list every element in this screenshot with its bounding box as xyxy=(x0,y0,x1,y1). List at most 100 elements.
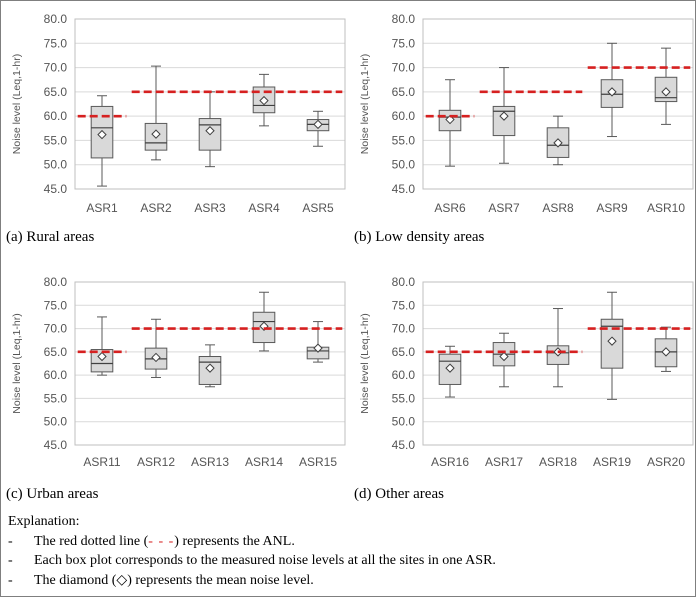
anl-text-after: ) represents the ANL. xyxy=(174,533,295,549)
chart-panel-low-density: 45.0 50.0 55.0 60.0 65.0 70.0 75.0 80.0 Noise le… xyxy=(359,12,694,215)
mean-diamond xyxy=(151,352,161,363)
mean-diamond xyxy=(205,126,215,136)
bullet: - xyxy=(8,572,13,588)
x-category-label: ASR18 xyxy=(539,455,577,469)
y-tick-label: 75.0 xyxy=(392,298,416,312)
x-category-label: ASR16 xyxy=(431,455,469,469)
y-axis-title: Noise level (Leq,1-hr) xyxy=(359,313,371,413)
mean-diamond xyxy=(313,343,323,353)
plot-area-border xyxy=(422,281,694,446)
mean-diamond xyxy=(661,347,671,357)
explanation-line-anl: - The red dotted line (- - -) represents … xyxy=(8,532,496,552)
explanation-block: Explanation: - The red dotted line (- - -… xyxy=(8,512,496,590)
x-category-label: ASR17 xyxy=(485,455,523,469)
y-tick-label: 55.0 xyxy=(44,391,68,405)
caption-rural: (a) Rural areas xyxy=(6,229,95,245)
caption-other: (d) Other areas xyxy=(354,486,444,502)
plot-area-border xyxy=(422,18,694,190)
x-category-label: ASR13 xyxy=(191,455,229,469)
y-tick-label: 45.0 xyxy=(392,438,416,452)
y-tick-label: 80.0 xyxy=(392,12,416,26)
x-category-label: ASR2 xyxy=(140,201,172,215)
x-category-label: ASR10 xyxy=(647,201,685,215)
mean-diamond xyxy=(499,111,509,121)
y-tick-label: 75.0 xyxy=(44,36,68,50)
mean-diamond xyxy=(553,138,563,148)
y-tick-label: 45.0 xyxy=(392,182,416,196)
explanation-line-boxplot: - Each box plot corresponds to the measur… xyxy=(8,551,496,571)
x-category-label: ASR19 xyxy=(593,455,631,469)
x-category-label: ASR14 xyxy=(245,455,283,469)
mean-diamond xyxy=(97,129,107,140)
y-tick-label: 65.0 xyxy=(392,85,416,99)
x-category-label: ASR20 xyxy=(647,455,685,469)
mean-diamond xyxy=(445,363,455,373)
mean-diamond xyxy=(499,351,509,362)
x-category-label: ASR4 xyxy=(248,201,280,215)
x-category-label: ASR9 xyxy=(596,201,628,215)
y-tick-label: 45.0 xyxy=(44,182,68,196)
boxplot-text: Each box plot corresponds to the measure… xyxy=(34,553,496,568)
y-tick-label: 55.0 xyxy=(392,133,416,147)
box xyxy=(492,105,516,137)
mean-diamond xyxy=(97,351,107,362)
x-category-label: ASR15 xyxy=(299,455,337,469)
mean-text-after: ) represents the mean noise level. xyxy=(127,572,314,588)
chart-panel-rural: 45.0 50.0 55.0 60.0 65.0 70.0 75.0 80.0 Noise le… xyxy=(11,12,346,215)
y-tick-label: 50.0 xyxy=(392,158,416,172)
anl-text-before: The red dotted line ( xyxy=(34,533,149,549)
y-tick-label: 80.0 xyxy=(392,275,416,289)
x-category-label: ASR6 xyxy=(434,201,466,215)
x-category-label: ASR11 xyxy=(83,455,120,469)
explanation-line-mean: - The diamond (◇) represents the mean noi… xyxy=(8,571,496,591)
y-tick-label: 50.0 xyxy=(44,158,68,172)
x-category-label: ASR12 xyxy=(137,455,175,469)
y-tick-label: 80.0 xyxy=(44,12,68,26)
caption-urban: (c) Urban areas xyxy=(6,486,99,502)
explanation-title: Explanation: xyxy=(8,514,80,529)
y-tick-label: 75.0 xyxy=(392,36,416,50)
x-category-label: ASR1 xyxy=(86,201,118,215)
bullet: - xyxy=(8,533,13,549)
y-tick-label: 50.0 xyxy=(44,415,68,429)
plot-area-border xyxy=(74,18,346,190)
mean-diamond xyxy=(445,114,455,125)
chart-panel-urban: 45.0 50.0 55.0 60.0 65.0 70.0 75.0 80.0 Noise le… xyxy=(11,275,346,469)
mean-diamond xyxy=(661,87,671,97)
y-tick-label: 70.0 xyxy=(392,61,416,75)
y-axis-title: Noise level (Leq,1-hr) xyxy=(11,54,23,154)
mean-diamond xyxy=(151,129,161,139)
y-tick-label: 65.0 xyxy=(392,345,416,359)
caption-low-density: (b) Low density areas xyxy=(354,229,485,245)
y-tick-label: 55.0 xyxy=(392,391,416,405)
bullet: - xyxy=(8,553,13,568)
y-tick-label: 70.0 xyxy=(392,322,416,336)
y-tick-label: 45.0 xyxy=(44,438,68,452)
y-tick-label: 75.0 xyxy=(44,298,68,312)
plot-area-border xyxy=(74,281,346,446)
x-category-label: ASR8 xyxy=(542,201,574,215)
x-category-label: ASR5 xyxy=(302,201,334,215)
anl-line-symbol: - - - xyxy=(148,533,175,549)
y-tick-label: 70.0 xyxy=(44,61,68,75)
mean-diamond xyxy=(607,336,617,346)
y-axis-title: Noise level (Leq,1-hr) xyxy=(359,54,371,154)
mean-text-before: The diamond ( xyxy=(34,572,117,588)
diamond-icon: ◇ xyxy=(116,572,128,588)
y-tick-label: 60.0 xyxy=(44,109,68,123)
y-tick-label: 65.0 xyxy=(44,85,68,99)
y-tick-label: 50.0 xyxy=(392,415,416,429)
x-category-label: ASR7 xyxy=(488,201,520,215)
mean-diamond xyxy=(205,363,215,373)
mean-diamond xyxy=(607,87,617,97)
y-tick-label: 70.0 xyxy=(44,322,68,336)
y-tick-label: 60.0 xyxy=(392,109,416,123)
y-tick-label: 65.0 xyxy=(44,345,68,359)
y-tick-label: 60.0 xyxy=(392,368,416,382)
mean-diamond xyxy=(259,95,269,106)
x-category-label: ASR3 xyxy=(194,201,226,215)
mean-diamond xyxy=(313,119,323,130)
y-tick-label: 55.0 xyxy=(44,133,68,147)
y-tick-label: 80.0 xyxy=(44,275,68,289)
chart-panel-other: 45.0 50.0 55.0 60.0 65.0 70.0 75.0 80.0 Noise le… xyxy=(359,275,694,469)
